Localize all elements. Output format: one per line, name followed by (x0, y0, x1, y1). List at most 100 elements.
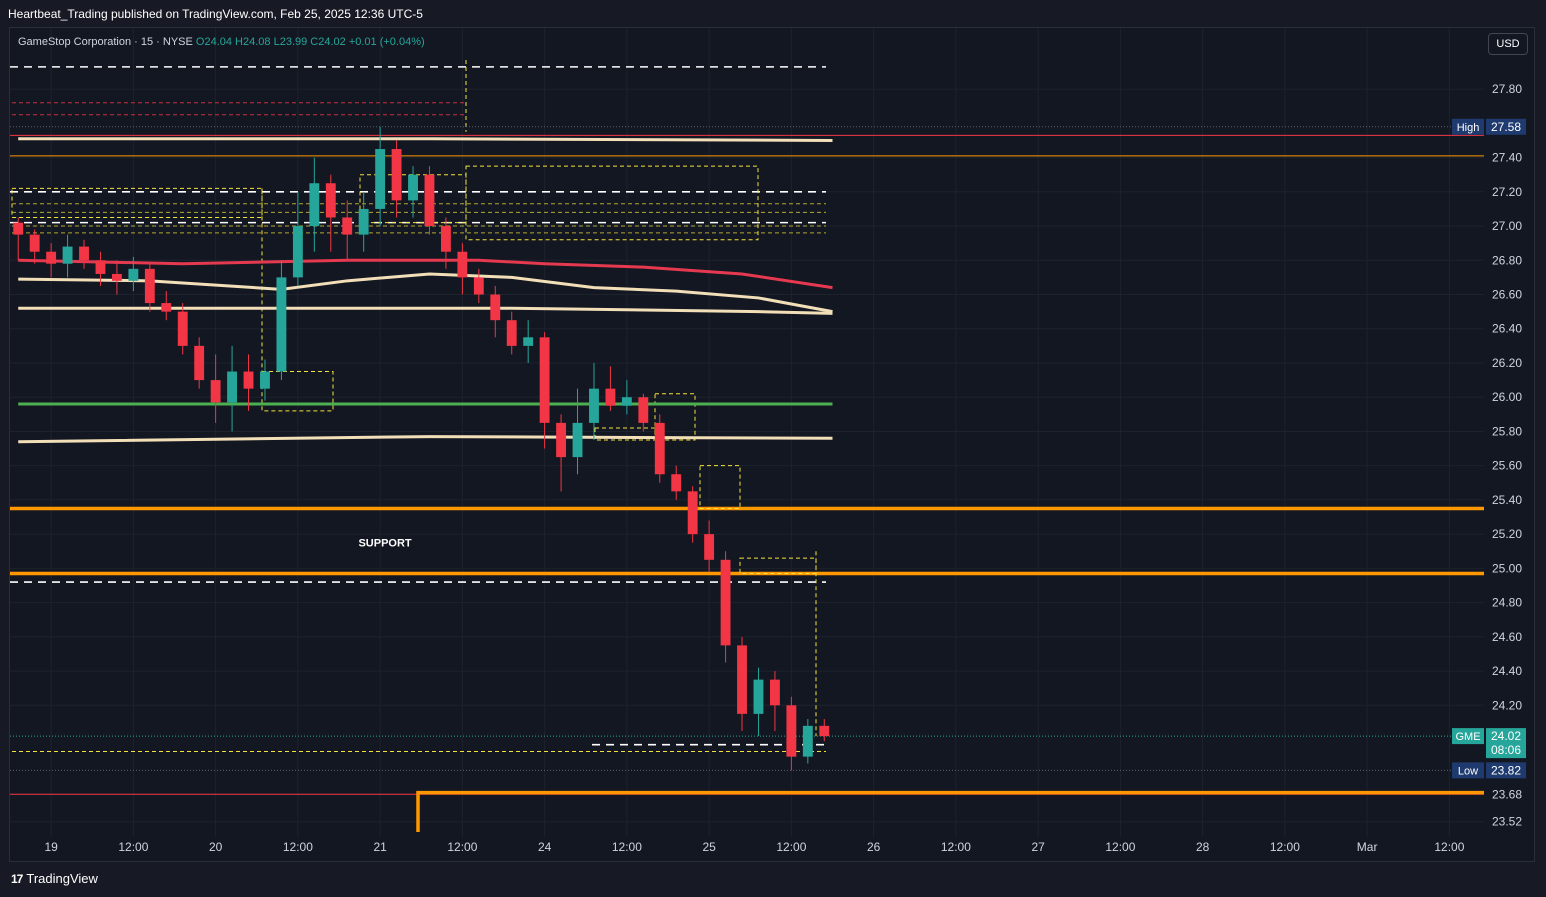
high-price-value: 27.58 (1491, 120, 1521, 134)
candle-body (342, 217, 353, 235)
candle-body (654, 422, 665, 475)
candle (144, 263, 155, 312)
published-by-line: Heartbeat_Trading published on TradingVi… (8, 7, 423, 21)
candle (687, 486, 698, 543)
moving-average-line (18, 258, 833, 290)
candle-body (687, 491, 698, 535)
low-tag-label: Low (1458, 765, 1478, 777)
time-axis-label: 28 (1196, 840, 1210, 854)
candle (720, 551, 731, 663)
candle (556, 414, 567, 492)
candle (408, 166, 418, 218)
grid-lines (10, 28, 1484, 837)
price-axis-label: 27.20 (1492, 185, 1522, 199)
fib-box (465, 165, 759, 241)
candle (342, 200, 353, 261)
candle-body (276, 277, 287, 372)
time-axis-label: 12:00 (283, 840, 313, 854)
time-axis-label: 20 (209, 840, 223, 854)
candle (753, 667, 764, 737)
candle (13, 217, 24, 261)
price-axis-label: 23.52 (1492, 815, 1522, 829)
price-axis-label: 27.80 (1492, 82, 1522, 96)
candle-body (62, 246, 73, 264)
ohlc-values: O24.04 H24.08 L23.99 C24.02 +0.01 (+0.04… (195, 36, 425, 48)
moving-average-line (18, 306, 833, 315)
candle-body (440, 226, 451, 252)
footer-brand[interactable]: 17 TradingView (11, 871, 98, 886)
chart-pane[interactable] (9, 27, 1535, 862)
candle-body (556, 422, 567, 458)
price-axis-label: 27.00 (1492, 219, 1522, 233)
time-axis-label: 19 (44, 840, 58, 854)
last-price-value: 24.02 (1491, 729, 1521, 743)
time-axis-label: 21 (373, 840, 387, 854)
candle-body (29, 234, 40, 252)
price-axis-label: 26.80 (1492, 253, 1522, 267)
candle (424, 166, 435, 235)
price-axis-label: 25.60 (1492, 459, 1522, 473)
price-axis-label: 26.00 (1492, 390, 1522, 404)
moving-average-line (18, 137, 833, 142)
candle-body (506, 320, 517, 346)
moving-average-line (18, 272, 833, 314)
candle-body (737, 645, 747, 714)
candle-body (46, 251, 57, 264)
candle (473, 268, 484, 304)
candle (46, 243, 57, 278)
candle (161, 291, 172, 321)
candle (309, 157, 320, 252)
candle-body (671, 474, 682, 492)
candle-body (161, 303, 172, 312)
price-axis-label: 27.40 (1492, 151, 1522, 165)
candle (177, 303, 188, 355)
candle-body (79, 246, 89, 261)
candle-body (539, 337, 550, 423)
time-axis[interactable]: 19 12:00 20 12:00 21 12:00 24 12:00 25 12:00 26 12:… (44, 840, 1464, 854)
annotations: SUPPORT (358, 538, 411, 550)
candle (260, 359, 270, 401)
candle (671, 465, 682, 500)
time-axis-label: 27 (1031, 840, 1045, 854)
price-axis-label: 25.80 (1492, 424, 1522, 438)
time-axis-label: 25 (702, 840, 716, 854)
candle (210, 354, 221, 423)
candle-body (358, 208, 369, 235)
time-axis-label: 12:00 (1270, 840, 1300, 854)
price-axis-label: 24.60 (1492, 630, 1522, 644)
candle (490, 285, 501, 338)
last-price-box (1486, 728, 1526, 759)
candle-body (144, 268, 155, 304)
time-axis-label: 26 (867, 840, 881, 854)
price-axis-label: 26.60 (1492, 288, 1522, 302)
candle-body (473, 277, 484, 295)
candle-body (391, 149, 402, 201)
candle (358, 191, 369, 252)
candle (29, 229, 40, 264)
candle (704, 520, 715, 572)
time-axis-label: 12:00 (1105, 840, 1135, 854)
price-axis[interactable]: 27.80 27.40 27.20 27.00 26.80 26.60 26.40 26.20… (1492, 82, 1522, 829)
candle (243, 354, 254, 411)
time-axis-label: 24 (538, 840, 552, 854)
currency-button[interactable]: USD (1488, 33, 1528, 55)
candle-body (177, 311, 188, 346)
candle-body (638, 397, 649, 423)
candle-body (753, 679, 764, 714)
high-tag-label: High (1457, 122, 1480, 134)
time-axis-label: 12:00 (1434, 840, 1464, 854)
candle (457, 243, 468, 295)
candle-body (589, 388, 599, 423)
candle-body (111, 273, 122, 281)
candle-body (424, 174, 435, 227)
candle (621, 380, 632, 415)
symbol-legend[interactable]: GameStop Corporation · 15 · NYSE O24.04 … (18, 36, 425, 48)
candle-body (605, 388, 616, 406)
support-annotation: SUPPORT (358, 538, 411, 550)
time-axis-label: 12:00 (776, 840, 806, 854)
candle-body (210, 380, 221, 403)
price-axis-label: 24.80 (1492, 596, 1522, 610)
support-line (416, 790, 1484, 832)
